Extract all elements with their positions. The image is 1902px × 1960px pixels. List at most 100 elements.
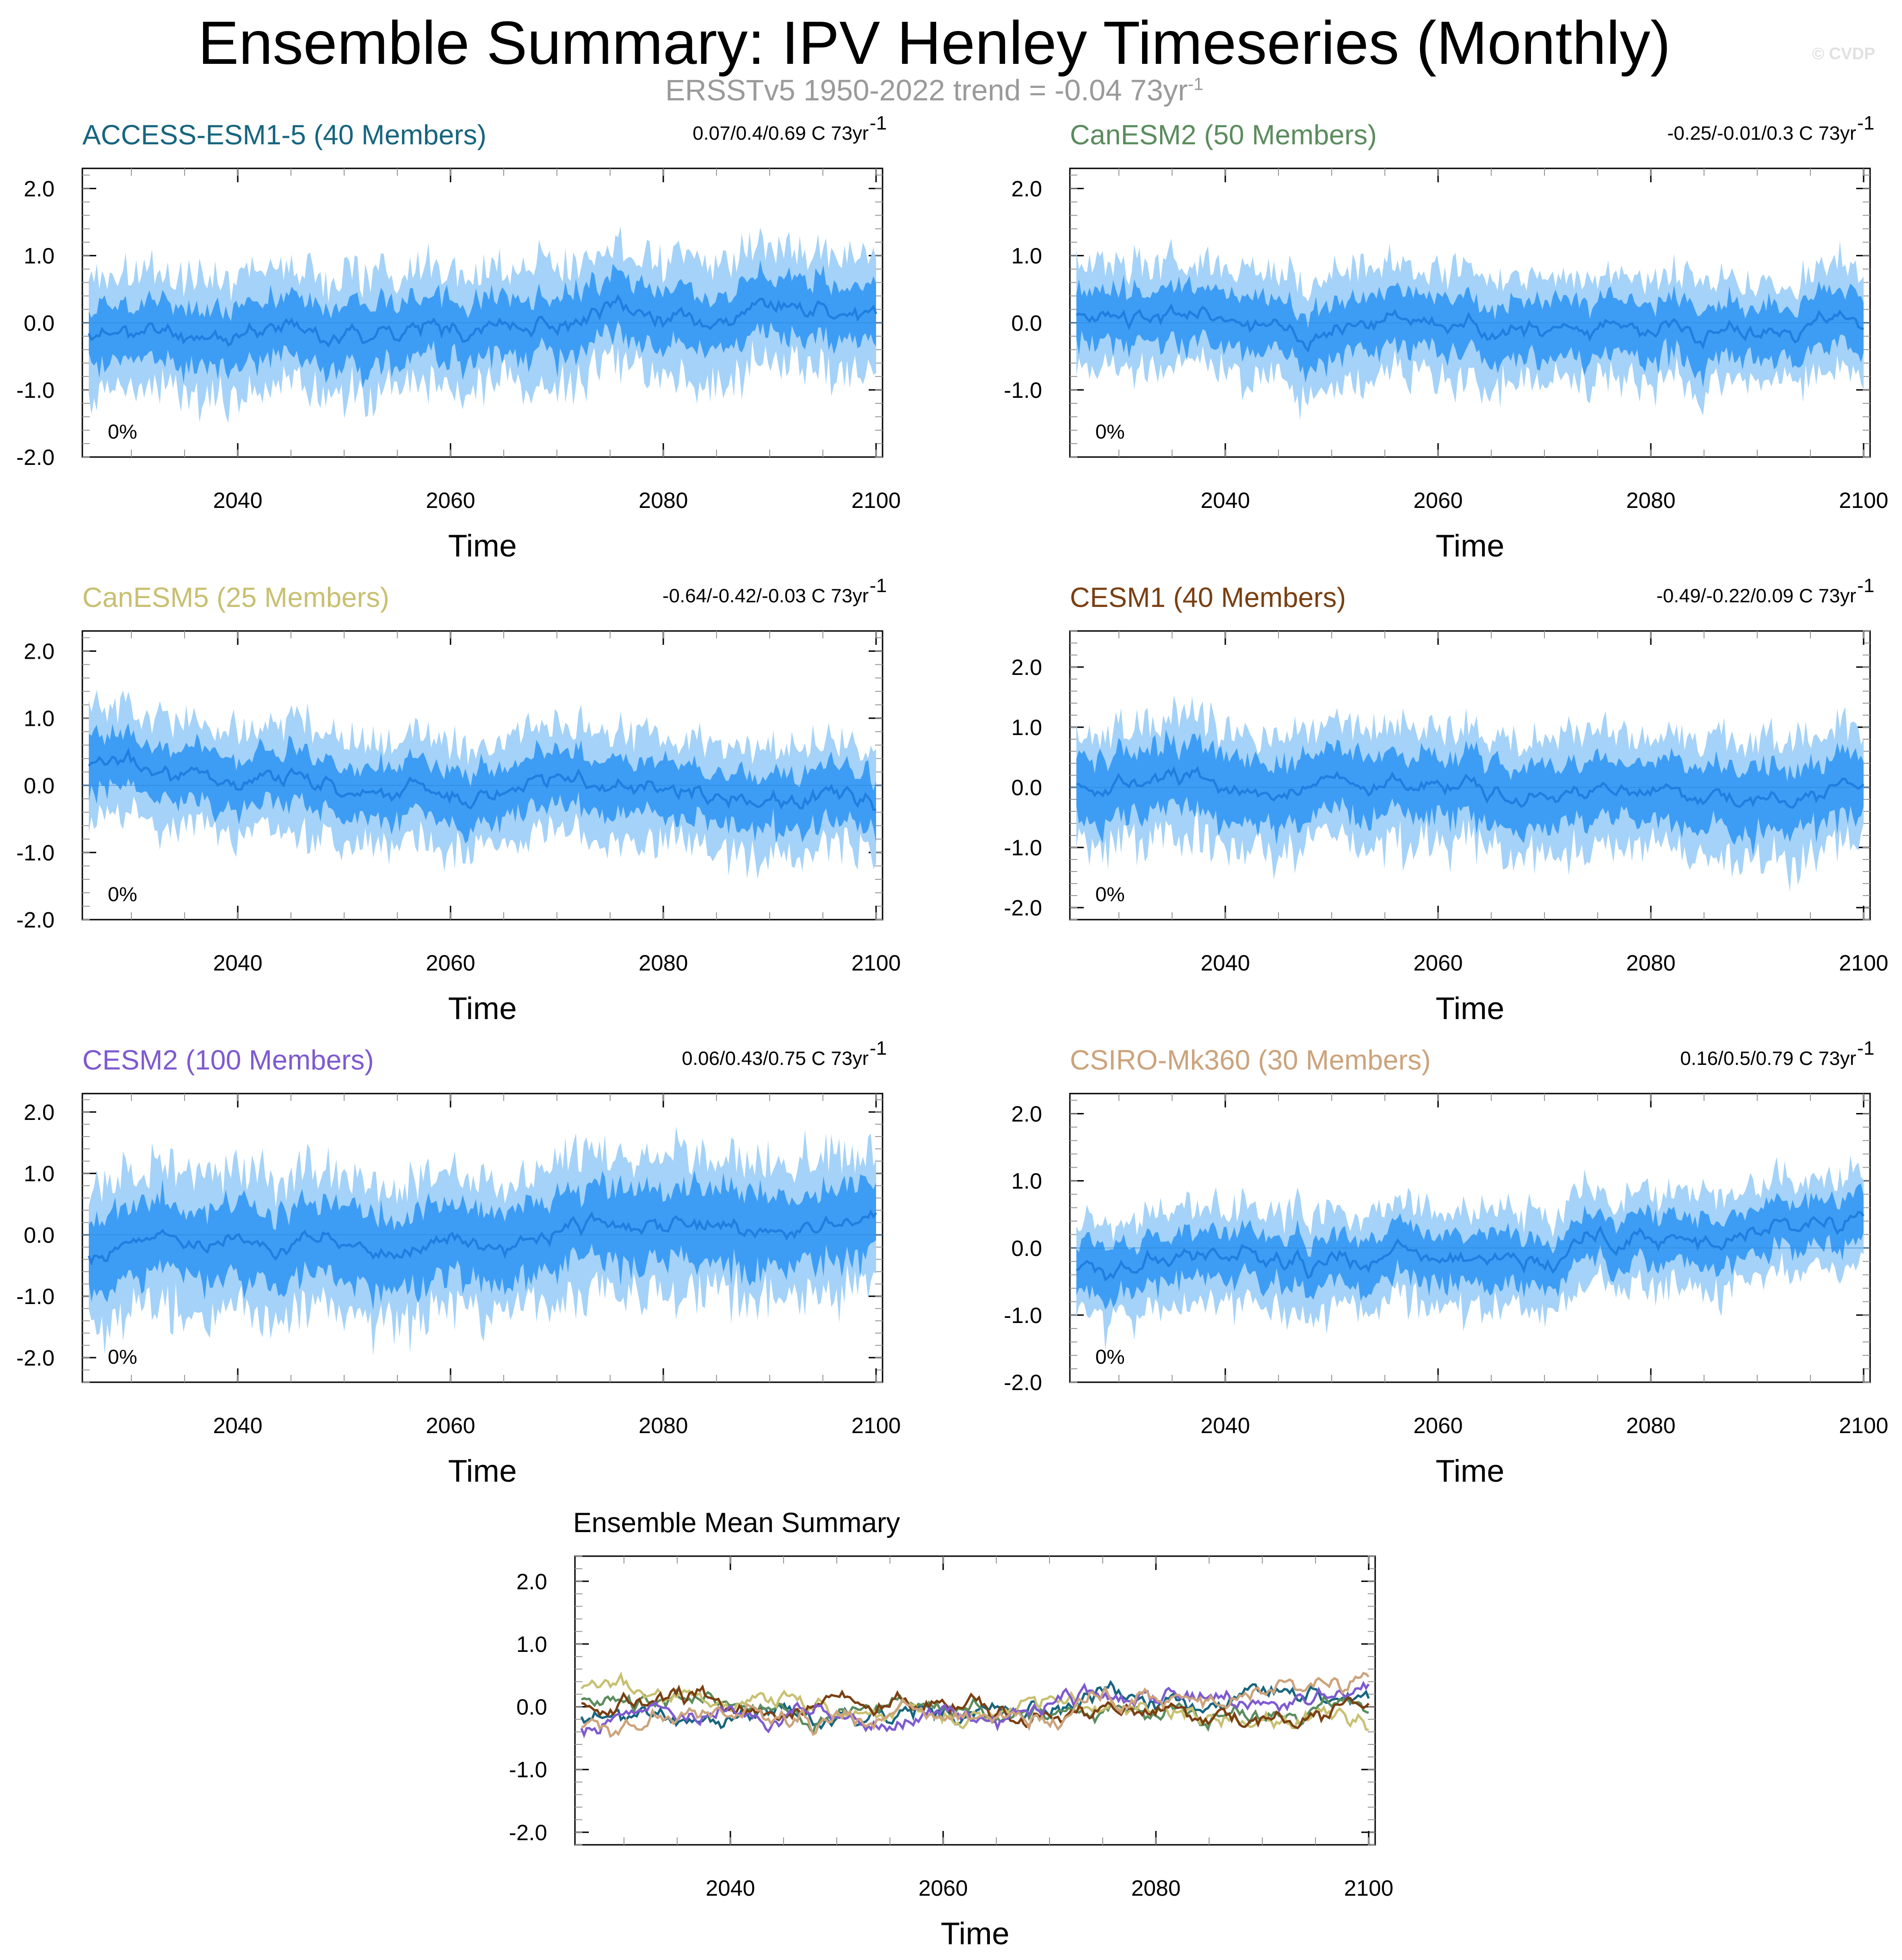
x-tick-label: 2040 (706, 1876, 755, 1901)
y-tick-label: 1.0 (1011, 244, 1042, 269)
y-tick-label: 2.0 (1011, 177, 1042, 202)
plot-frame (81, 1093, 883, 1383)
y-tick-label: -1.0 (16, 1285, 55, 1309)
trend-stat-exponent: -1 (1857, 575, 1874, 596)
inner-spread-band (89, 723, 876, 844)
x-tick-label: 2100 (1344, 1876, 1394, 1901)
series-line-cesm1 (581, 1684, 1370, 1730)
x-axis-title: Time (448, 1453, 517, 1489)
y-tick-label: 0.0 (24, 774, 55, 798)
panel-csiro: CSIRO-Mk360 (30 Members) 0.16/0.5/0.79 C … (1004, 1037, 1888, 1489)
plot-frame (1069, 167, 1871, 458)
series-line-csiro-mk360 (581, 1672, 1370, 1738)
trend-stat-exponent: -1 (870, 1037, 887, 1059)
x-axis-title: Time (1436, 528, 1505, 563)
x-tick-label: 2100 (1839, 488, 1889, 513)
y-tick-label: -1.0 (16, 841, 55, 866)
plot-frame (81, 167, 883, 458)
trend-stat-exponent: -1 (870, 575, 887, 596)
trend-stat: 0.16/0.5/0.79 C 73yr (1680, 1047, 1856, 1069)
percent-label: 0% (108, 883, 137, 906)
inner-spread-band (89, 1170, 876, 1311)
ensemble-mean-line (87, 1209, 877, 1266)
x-axis-title: Time (1436, 1453, 1505, 1489)
ensemble-mean-line (1075, 303, 1864, 353)
y-tick-label: 1.0 (516, 1632, 547, 1657)
y-tick-label: -2.0 (16, 1346, 55, 1371)
y-tick-label: -1.0 (1004, 378, 1042, 403)
panel-title: CanESM5 (25 Members) (82, 582, 389, 613)
panel-access: ACCESS-ESM1-5 (40 Members) 0.07/0.4/0.69 … (16, 112, 901, 563)
x-tick-label: 2080 (1131, 1876, 1181, 1901)
percent-label: 0% (1095, 883, 1125, 906)
x-tick-label: 2080 (1626, 1414, 1676, 1438)
x-tick-label: 2080 (1626, 488, 1676, 513)
subtitle-text: ERSSTv5 1950-2022 trend = -0.04 73yr (665, 74, 1188, 107)
y-tick-label: 1.0 (24, 244, 55, 269)
x-axis-title: Time (941, 1916, 1010, 1951)
y-tick-label: -2.0 (16, 908, 55, 933)
y-tick-label: 0.0 (1011, 311, 1042, 336)
percent-label: 0% (108, 1346, 137, 1368)
y-tick-label: -2.0 (1004, 1371, 1042, 1395)
y-tick-label: 1.0 (24, 707, 55, 731)
inner-spread-band (1076, 729, 1864, 856)
inner-spread-band (89, 260, 876, 389)
x-tick-label: 2040 (213, 488, 263, 513)
x-tick-label: 2060 (426, 951, 476, 976)
x-tick-label: 2040 (1201, 1414, 1250, 1438)
inner-spread-band (1076, 274, 1864, 388)
ensemble-mean-line (1076, 766, 1865, 809)
panel-canesm2: CanESM2 (50 Members) -0.25/-0.01/0.3 C 73… (1004, 112, 1888, 563)
y-tick-label: 0.0 (24, 1223, 55, 1248)
page-subtitle: ERSSTv5 1950-2022 trend = -0.04 73yr-1 (0, 73, 1869, 107)
ensemble-mean-line (1075, 1211, 1865, 1281)
trend-stat: -0.49/-0.22/0.09 C 73yr (1656, 585, 1856, 606)
panel-cesm1: CESM1 (40 Members) -0.49/-0.22/0.09 C 73y… (1004, 575, 1888, 1026)
trend-stat: -0.64/-0.42/-0.03 C 73yr (662, 585, 869, 606)
y-tick-label: 2.0 (24, 640, 55, 664)
x-tick-label: 2040 (213, 1414, 263, 1438)
series-line-cesm2 (580, 1681, 1370, 1738)
panel-canesm5: CanESM5 (25 Members) -0.64/-0.42/-0.03 C … (16, 575, 901, 1026)
panel-title: CSIRO-Mk360 (30 Members) (1070, 1045, 1431, 1076)
y-tick-label: 2.0 (24, 1101, 55, 1125)
panel-title: CESM2 (100 Members) (82, 1045, 374, 1076)
x-tick-label: 2060 (1414, 951, 1463, 976)
plot-frame (574, 1555, 1376, 1846)
panel-title: Ensemble Mean Summary (573, 1507, 900, 1538)
y-tick-label: 1.0 (1011, 716, 1042, 740)
x-tick-label: 2080 (639, 951, 688, 976)
y-tick-label: 0.0 (1011, 1237, 1042, 1261)
x-tick-label: 2080 (639, 1414, 688, 1438)
x-tick-label: 2060 (1414, 488, 1463, 513)
y-tick-label: 0.0 (24, 311, 55, 336)
percent-label: 0% (1095, 420, 1125, 443)
trend-stat: 0.07/0.4/0.69 C 73yr (692, 122, 869, 144)
x-tick-label: 2040 (1201, 488, 1250, 513)
x-tick-label: 2100 (852, 1414, 901, 1438)
inner-spread-band (1076, 1183, 1864, 1310)
panel-title: ACCESS-ESM1-5 (40 Members) (82, 119, 487, 150)
plot-frame (81, 630, 883, 921)
x-tick-label: 2100 (852, 951, 901, 976)
y-tick-label: 2.0 (516, 1570, 547, 1594)
panel-title: CESM1 (40 Members) (1070, 582, 1346, 613)
plot-frame (1069, 1093, 1871, 1383)
x-tick-label: 2060 (426, 1414, 476, 1438)
y-tick-label: -1.0 (1004, 836, 1042, 860)
trend-stat-exponent: -1 (1857, 112, 1874, 134)
page-title: Ensemble Summary: IPV Henley Timeseries … (198, 9, 1671, 77)
x-tick-label: 2100 (1839, 951, 1889, 976)
x-tick-label: 2080 (1626, 951, 1676, 976)
y-tick-label: -1.0 (1004, 1304, 1042, 1328)
trend-stat: -0.25/-0.01/0.3 C 73yr (1667, 122, 1856, 144)
y-tick-label: 0.0 (1011, 776, 1042, 800)
x-tick-label: 2060 (1414, 1414, 1463, 1438)
trend-stat: 0.06/0.43/0.75 C 73yr (682, 1047, 869, 1069)
x-tick-label: 2060 (426, 488, 476, 513)
x-tick-label: 2040 (1201, 951, 1250, 976)
y-tick-label: 1.0 (1011, 1169, 1042, 1194)
x-tick-label: 2100 (1839, 1414, 1889, 1438)
